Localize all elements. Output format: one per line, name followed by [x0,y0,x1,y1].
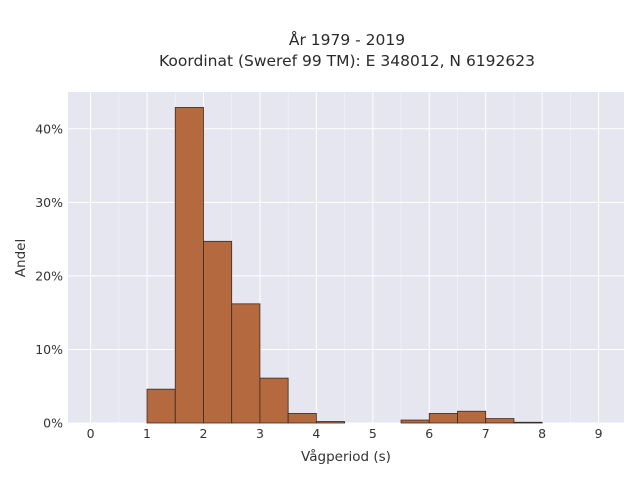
y-tick-label: 20% [35,268,63,283]
x-tick-label: 3 [256,426,264,441]
plot-area [68,92,624,423]
histogram-bar [231,303,261,424]
chart-title: År 1979 - 2019 [289,30,405,49]
histogram-bar [259,377,289,424]
y-tick-labels: 0% 10% 20% 30% 40% [35,121,63,430]
histogram-bar [457,410,487,424]
x-axis-label: Vågperiod (s) [301,448,391,465]
y-axis-label: Andel [13,239,29,277]
y-tick-label: 0% [43,416,63,431]
histogram-bar [513,421,543,424]
x-tick-label: 9 [595,426,603,441]
histogram-bar [315,421,345,424]
histogram-bar [174,107,204,424]
histogram-bar [203,240,233,424]
histogram-bar [400,419,430,424]
y-tick-label: 30% [35,195,63,210]
y-tick-label: 40% [35,121,63,136]
x-tick-label: 7 [482,426,490,441]
chart-subtitle: Koordinat (Sweref 99 TM): E 348012, N 61… [159,52,535,70]
x-tick-label: 4 [312,426,320,441]
bars [146,107,543,424]
histogram-bar [146,388,176,424]
histogram-bar [287,413,317,424]
x-tick-labels: 0 1 2 3 4 5 6 7 8 9 [87,426,603,441]
histogram-bar [428,413,458,424]
y-tick-label: 10% [35,342,63,357]
x-tick-label: 0 [87,426,95,441]
x-tick-label: 1 [143,426,151,441]
x-tick-label: 2 [199,426,207,441]
x-tick-label: 5 [369,426,377,441]
x-tick-label: 8 [538,426,546,441]
histogram-bar [485,418,515,424]
x-tick-label: 6 [425,426,433,441]
